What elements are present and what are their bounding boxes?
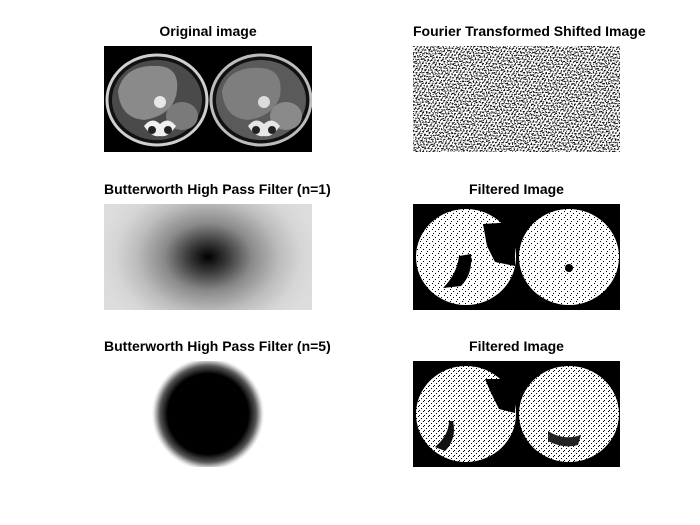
filtered-image-1	[413, 204, 620, 310]
original-ct-image	[104, 46, 312, 152]
panel-filtered-image-1: Filtered Image	[413, 181, 620, 310]
panel-title: Fourier Transformed Shifted Image	[413, 23, 646, 39]
panel-title: Butterworth High Pass Filter (n=1)	[104, 181, 331, 197]
fourier-noise-image	[413, 46, 620, 152]
panel-filtered-image-5: Filtered Image	[413, 338, 620, 467]
panel-title: Original image	[159, 23, 257, 39]
butterworth-n5-filter-image	[104, 361, 312, 467]
panel-original-image: Original image	[104, 23, 312, 152]
panel-butterworth-n5: Butterworth High Pass Filter (n=5)	[104, 338, 331, 467]
panel-butterworth-n1: Butterworth High Pass Filter (n=1)	[104, 181, 331, 310]
butterworth-n1-filter-image	[104, 204, 312, 310]
panel-title: Butterworth High Pass Filter (n=5)	[104, 338, 331, 354]
panel-title: Filtered Image	[469, 338, 564, 354]
panel-title: Filtered Image	[469, 181, 564, 197]
filtered-image-5	[413, 361, 620, 467]
panel-fourier-transform: Fourier Transformed Shifted Image	[413, 23, 646, 152]
